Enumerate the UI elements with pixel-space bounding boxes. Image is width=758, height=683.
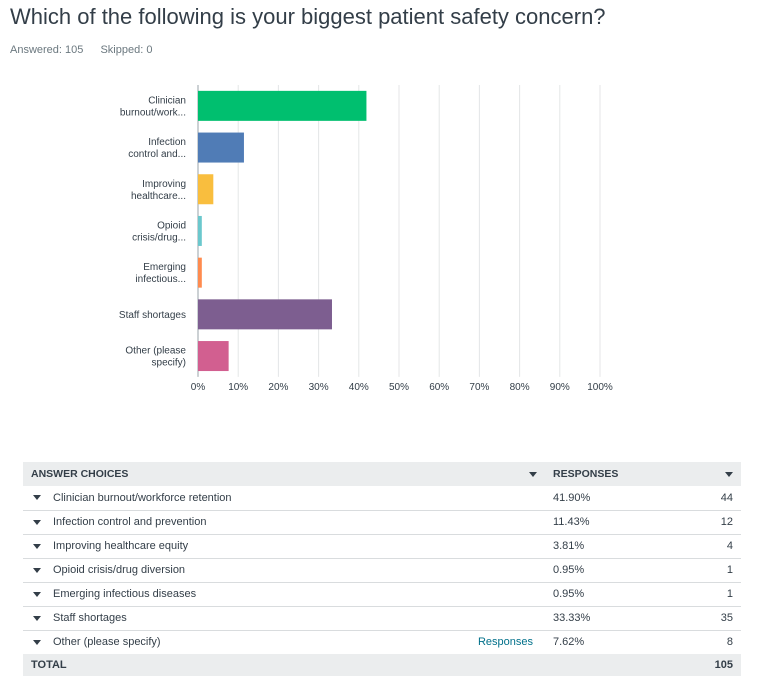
responses-header-label: RESPONSES <box>553 468 619 480</box>
x-tick-label: 40% <box>349 382 369 393</box>
response-percent: 33.33% <box>545 605 665 630</box>
question-title: Which of the following is your biggest p… <box>10 4 606 29</box>
category-label: healthcare... <box>131 191 186 202</box>
x-tick-label: 60% <box>429 382 449 393</box>
response-percent: 3.81% <box>545 533 665 558</box>
answer-choice-label: Other (please specify) <box>53 636 161 649</box>
answer-choice-cell: Staff shortages <box>23 605 545 630</box>
expand-caret-icon[interactable] <box>33 495 41 501</box>
total-spacer <box>545 654 665 676</box>
category-label: specify) <box>152 358 186 369</box>
bar-chart: 0% 10% 20% 30% 40% 50% 60% 70% 80% 90% 100% Clinici… <box>119 85 613 393</box>
category-label: Opioid <box>157 220 186 231</box>
bar <box>198 174 214 205</box>
bar <box>198 90 367 121</box>
answer-choice-cell: Emerging infectious diseases <box>23 581 545 606</box>
x-tick-label: 100% <box>587 382 613 393</box>
category-label: Clinician <box>148 95 186 106</box>
table-header-row: ANSWER CHOICES RESPONSES <box>23 462 741 486</box>
x-tick-label: 90% <box>550 382 570 393</box>
table-body: Clinician burnout/workforce retention 41.… <box>23 486 741 676</box>
response-count: 1 <box>665 581 741 606</box>
response-count: 4 <box>665 533 741 558</box>
table-row: Staff shortages 33.33% 35 <box>23 605 741 630</box>
answer-choice-cell: Improving healthcare equity <box>23 533 545 558</box>
category-label: Infection <box>148 137 186 148</box>
table-row: Other (please specify) Responses 7.62% 8 <box>23 629 741 654</box>
expand-caret-icon[interactable] <box>33 567 41 573</box>
response-stats: Answered: 105 Skipped: 0 <box>10 44 166 56</box>
answered-count: Answered: 105 <box>10 44 84 56</box>
category-label: Staff shortages <box>119 310 186 321</box>
answer-choices-header[interactable]: ANSWER CHOICES <box>23 462 545 486</box>
response-count: 44 <box>720 491 733 504</box>
x-tick-label: 80% <box>510 382 530 393</box>
response-count: 35 <box>665 605 741 630</box>
total-row: TOTAL 105 <box>23 654 741 676</box>
total-label: TOTAL <box>23 654 545 676</box>
table-row: Improving healthcare equity 3.81% 4 <box>23 533 741 558</box>
answer-choice-label: Emerging infectious diseases <box>53 588 197 600</box>
answer-choice-cell: Other (please specify) Responses <box>23 629 545 654</box>
expand-caret-icon[interactable] <box>33 519 41 525</box>
table-row: Infection control and prevention 11.43% 12 <box>23 509 741 534</box>
sort-caret-icon[interactable] <box>529 471 537 477</box>
response-percent: 11.43% <box>545 509 665 534</box>
answer-choice-label: Improving healthcare equity <box>53 540 189 552</box>
bar <box>198 299 332 330</box>
expand-caret-icon[interactable] <box>33 639 41 645</box>
expand-caret-icon[interactable] <box>33 615 41 621</box>
sort-caret-icon[interactable] <box>725 471 733 477</box>
view-responses-link[interactable]: Responses <box>477 636 533 649</box>
results-table: ANSWER CHOICES RESPONSES Clinician burno… <box>23 462 741 676</box>
expand-caret-icon[interactable] <box>33 591 41 597</box>
answer-choices-header-label: ANSWER CHOICES <box>31 468 129 480</box>
category-label: Other (please <box>125 346 186 357</box>
answer-choice-label: Staff shortages <box>53 612 127 624</box>
category-label: Improving <box>142 179 186 190</box>
expand-caret-icon[interactable] <box>33 543 41 549</box>
answer-choice-cell: Infection control and prevention <box>23 509 545 534</box>
category-label: control and... <box>128 149 186 160</box>
bar <box>198 215 202 246</box>
category-label: crisis/drug... <box>132 232 186 243</box>
table-row: Opioid crisis/drug diversion 0.95% 1 <box>23 557 741 582</box>
response-percent: 7.62% <box>545 629 665 654</box>
response-count: 12 <box>665 509 741 534</box>
category-label: infectious... <box>135 274 186 285</box>
bar <box>198 257 202 288</box>
answer-choice-label: Clinician burnout/workforce retention <box>53 491 232 504</box>
x-tick-label: 70% <box>469 382 489 393</box>
answer-choice-label: Opioid crisis/drug diversion <box>53 564 186 576</box>
responses-header[interactable]: RESPONSES <box>545 462 741 486</box>
bar <box>198 132 244 163</box>
x-tick-label: 30% <box>309 382 329 393</box>
table-row: Emerging infectious diseases 0.95% 1 <box>23 581 741 606</box>
x-tick-label: 50% <box>389 382 409 393</box>
bar <box>198 341 229 372</box>
x-tick-label: 20% <box>268 382 288 393</box>
category-label: burnout/work... <box>120 107 186 118</box>
response-percent: 0.95% <box>545 581 665 606</box>
response-percent: 41.90% <box>553 491 591 504</box>
answer-choice-cell: Clinician burnout/workforce retention <box>23 486 545 510</box>
answer-choice-label: Infection control and prevention <box>53 516 207 528</box>
x-tick-label: 10% <box>228 382 248 393</box>
total-count: 105 <box>665 654 741 676</box>
skipped-count: Skipped: 0 <box>100 44 153 56</box>
response-count: 8 <box>665 629 741 654</box>
x-tick-label: 0% <box>191 382 206 393</box>
category-label: Emerging <box>143 262 186 273</box>
table-row: Clinician burnout/workforce retention 41.… <box>23 486 741 510</box>
response-percent: 0.95% <box>545 557 665 582</box>
response-count: 1 <box>665 557 741 582</box>
answer-choice-cell: Opioid crisis/drug diversion <box>23 557 545 582</box>
